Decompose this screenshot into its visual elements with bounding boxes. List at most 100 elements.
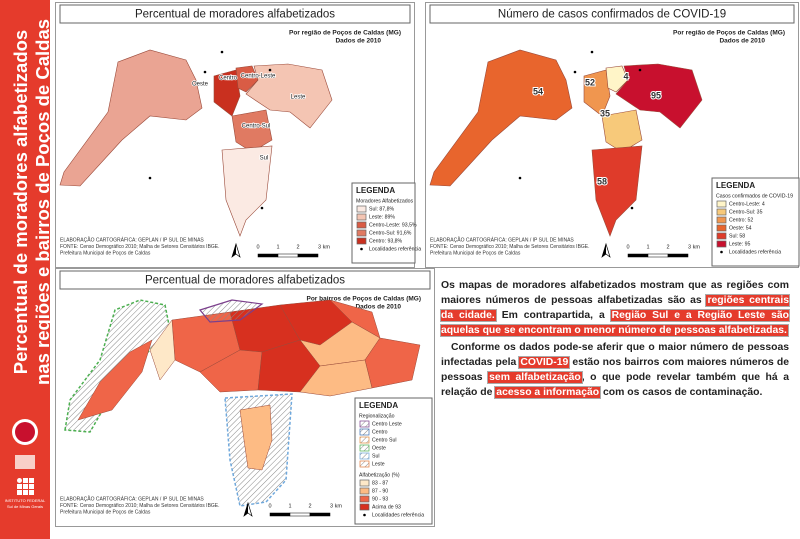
legend-title: LEGENDA — [716, 181, 755, 190]
legend-label: Centro — [372, 429, 388, 435]
legend-subtitle: Casos confirmados de COVID-19 — [716, 193, 793, 199]
sidebar-title: Percentual de moradores alfabetizados — [10, 30, 31, 374]
region-label: Oeste — [192, 82, 209, 88]
map: 54 52 4 95 35 58 — [429, 49, 703, 237]
north-arrow — [244, 503, 248, 516]
legend-label: Centro Leste — [372, 421, 402, 427]
logo-square — [17, 484, 22, 489]
credit-text: ELABORAÇÃO CARTOGRÁFICA: GEPLAN / IP SUL… — [430, 236, 574, 243]
scale-bar — [667, 253, 689, 258]
panel-title-box — [59, 270, 431, 290]
credit-text: ELABORAÇÃO CARTOGRÁFICA: GEPLAN / IP SUL… — [60, 236, 204, 243]
legend-reference-dot — [720, 250, 723, 254]
map-region — [149, 319, 176, 381]
legend-swatch — [716, 200, 727, 208]
logo-square — [23, 490, 28, 495]
legend-label: Acima de 93 — [372, 504, 401, 510]
legend-label: Centro Sul — [372, 437, 397, 443]
region-label: Centro — [219, 76, 238, 82]
credit-text: Prefeitura Municipal de Poços de Caldas — [60, 250, 151, 256]
map-region — [615, 63, 703, 129]
map-region — [245, 63, 333, 129]
panel-subtitle: Por região de Poços de Caldas (MG) — [673, 30, 785, 37]
map-region — [591, 145, 643, 237]
legend-subtitle: Regionalização — [359, 413, 395, 419]
region-label: Centro-Sul — [242, 124, 271, 130]
panel-title-box — [59, 4, 411, 24]
case-count: 54 — [533, 86, 543, 96]
credit-text: Prefeitura Municipal de Poços de Caldas — [60, 509, 151, 515]
legend-swatch — [716, 208, 727, 216]
legend-title: LEGENDA — [359, 401, 398, 410]
reference-point — [148, 176, 152, 180]
reference-point — [268, 68, 272, 72]
scale-label: 2 — [308, 503, 311, 509]
scale-bar — [647, 253, 669, 258]
scale-label: 3 km — [318, 244, 330, 250]
legend-swatch — [716, 224, 727, 232]
legend-swatch — [716, 232, 727, 240]
legend-swatch — [356, 205, 367, 213]
sidebar — [0, 0, 50, 539]
legend-swatch — [359, 495, 370, 503]
legend-label: Localidades referência — [729, 249, 781, 255]
scale-bar — [289, 512, 311, 517]
scale-bar — [297, 253, 319, 258]
reference-point — [630, 206, 634, 210]
legend-swatch — [356, 237, 367, 245]
reference-point — [518, 176, 522, 180]
sidebar-title: nas regiões e bairros de Poços de Caldas — [32, 19, 53, 385]
scale-bar — [269, 512, 291, 517]
scale-label: 3 km — [688, 244, 700, 250]
logo — [15, 455, 35, 469]
north-arrow — [232, 244, 236, 257]
scale-label: 1 — [288, 503, 291, 509]
map-region — [221, 145, 273, 237]
case-count: 95 — [651, 90, 661, 100]
legend-swatch — [356, 221, 367, 229]
reference-point — [260, 206, 264, 210]
logo-square — [29, 490, 34, 495]
body-text: , o que pode revelar também que há a rel… — [441, 372, 789, 398]
panel-title: Número de casos confirmados de COVID-19 — [498, 9, 726, 21]
scale-label: 0 — [268, 503, 271, 509]
scale-label: 1 — [646, 244, 649, 250]
highlight-text: COVID-19 — [518, 356, 571, 369]
legend-label: Centro: 52 — [729, 217, 753, 223]
highlight-text: acesso a informação — [494, 386, 602, 399]
legend-label: Centro-Sul: 91,6% — [369, 230, 412, 236]
logo — [15, 422, 35, 442]
scale-bar — [257, 253, 279, 258]
region-label: Centro-Leste — [241, 74, 276, 80]
credit-text: Prefeitura Municipal de Poços de Caldas — [430, 250, 521, 256]
reference-point — [220, 50, 224, 54]
legend-swatch — [356, 229, 367, 237]
credit-text: FONTE: Censo Demográfico 2010; Malha de … — [60, 503, 220, 509]
legend-swatch — [359, 503, 370, 511]
logo-square — [29, 484, 34, 489]
logo-square — [23, 478, 28, 483]
legend-subtitle: Moradores Alfabetizados — [356, 198, 414, 204]
panel-title-box — [429, 4, 795, 24]
scale-bar — [309, 512, 331, 517]
legend-label: 87 - 90 — [372, 488, 388, 494]
reference-point — [573, 70, 577, 74]
legend-label: Sul — [372, 453, 380, 459]
body-text: com os casos de contaminação. — [600, 387, 763, 398]
credit-text: FONTE: Censo Demográfico 2010; Malha de … — [430, 244, 590, 250]
scale-bar — [277, 253, 299, 258]
panel-subtitle: Dados de 2010 — [355, 304, 401, 311]
reference-point — [638, 68, 642, 72]
credit-text: FONTE: Censo Demográfico 2010; Malha de … — [60, 244, 220, 250]
legend-box — [711, 177, 800, 267]
reference-point — [590, 50, 594, 54]
scale-label: 2 — [296, 244, 299, 250]
credit-text: ELABORAÇÃO CARTOGRÁFICA: GEPLAN / IP SUL… — [60, 495, 204, 502]
map-region — [429, 49, 573, 187]
legend-swatch — [359, 444, 370, 452]
case-count: 4 — [623, 71, 628, 81]
body-text: Em contrapartida, a — [495, 310, 611, 321]
scale-bar — [627, 253, 649, 258]
map-region — [299, 359, 373, 397]
